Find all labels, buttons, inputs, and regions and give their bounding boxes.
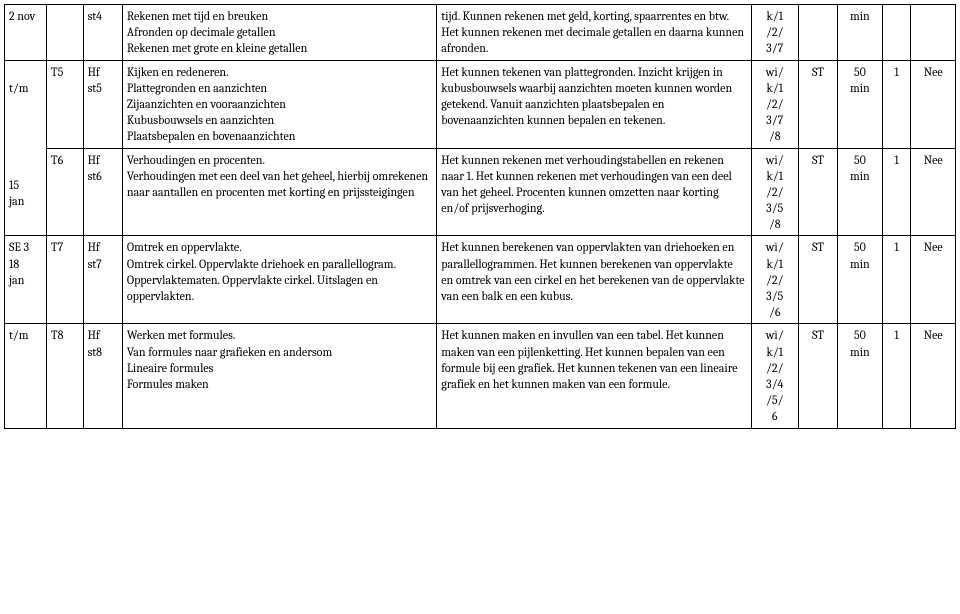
cell-topic: Omtrek en oppervlakte.Omtrek cirkel. Opp… [122,236,436,324]
cell-type: ST [798,324,837,428]
cell-test [46,5,83,61]
cell-test: T6 [46,148,83,236]
cell-code: wi/k/1/2/3/5/8 [751,148,798,236]
cell-chapter: Hfst8 [83,324,122,428]
cell-duration: 50min [838,324,883,428]
cell-code: k/1/2/3/7 [751,5,798,61]
curriculum-table: 2 nov st4 Rekenen met tijd en breukenAfr… [4,4,956,429]
cell-topic: Kijken en redeneren.Plattegronden en aan… [122,60,436,148]
cell-type: ST [798,60,837,148]
cell-code: wi/k/1/2/3/5/6 [751,236,798,324]
cell-resit: Nee [911,60,956,148]
cell-test: T5 [46,60,83,148]
cell-date: t/m [5,324,47,428]
cell-goals: Het kunnen berekenen van oppervlakten va… [437,236,751,324]
cell-type [798,5,837,61]
cell-topic: Verhoudingen en procenten.Verhoudingen m… [122,148,436,236]
cell-date: SE 318jan [5,236,47,324]
cell-resit: Nee [911,324,956,428]
cell-weight: 1 [882,148,911,236]
table-row: T6 Hfst6 Verhoudingen en procenten.Verho… [5,148,956,236]
cell-chapter: Hfst5 [83,60,122,148]
cell-test: T8 [46,324,83,428]
table-row: 2 nov st4 Rekenen met tijd en breukenAfr… [5,5,956,61]
cell-code: wi/k/1/2/3/7/8 [751,60,798,148]
cell-type: ST [798,148,837,236]
cell-duration: min [838,5,883,61]
cell-date: t/m 15jan [5,60,47,236]
cell-duration: 50min [838,236,883,324]
cell-weight [882,5,911,61]
cell-weight: 1 [882,236,911,324]
cell-chapter: Hfst6 [83,148,122,236]
table-row: t/m T8 Hfst8 Werken met formules.Van for… [5,324,956,428]
cell-duration: 50min [838,60,883,148]
cell-topic: Rekenen met tijd en breukenAfronden op d… [122,5,436,61]
cell-goals: Het kunnen maken en invullen van een tab… [437,324,751,428]
cell-resit: Nee [911,148,956,236]
cell-weight: 1 [882,60,911,148]
cell-goals: Het kunnen rekenen met verhoudingstabell… [437,148,751,236]
table-row: SE 318jan T7 Hfst7 Omtrek en oppervlakte… [5,236,956,324]
cell-chapter: st4 [83,5,122,61]
cell-test: T7 [46,236,83,324]
cell-duration: 50min [838,148,883,236]
cell-goals: Het kunnen tekenen van plattegronden. In… [437,60,751,148]
table-row: t/m 15jan T5 Hfst5 Kijken en redeneren.P… [5,60,956,148]
cell-code: wi/k/1/2/3/4/5/6 [751,324,798,428]
cell-date: 2 nov [5,5,47,61]
cell-chapter: Hfst7 [83,236,122,324]
cell-resit [911,5,956,61]
cell-resit: Nee [911,236,956,324]
cell-goals: tijd. Kunnen rekenen met geld, korting, … [437,5,751,61]
cell-weight: 1 [882,324,911,428]
cell-topic: Werken met formules.Van formules naar gr… [122,324,436,428]
cell-type: ST [798,236,837,324]
